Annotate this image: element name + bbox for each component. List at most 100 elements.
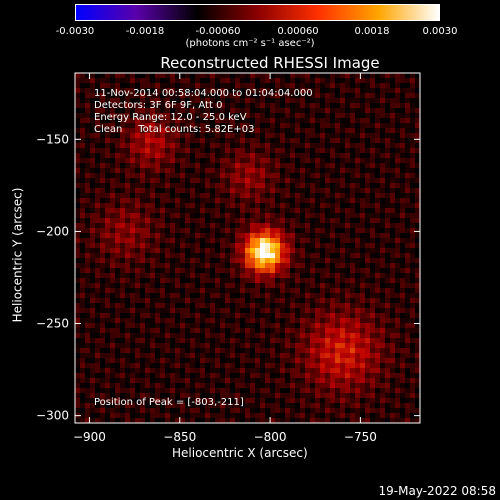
heatmap-cell	[110, 253, 115, 258]
heatmap-cell	[125, 83, 130, 88]
heatmap-cell	[170, 413, 175, 418]
heatmap-cell	[230, 188, 235, 193]
heatmap-cell	[335, 308, 340, 313]
heatmap-cell	[210, 348, 215, 353]
heatmap-cell	[140, 253, 145, 258]
heatmap-cell	[345, 243, 350, 248]
heatmap-cell	[360, 248, 365, 253]
heatmap-cell	[125, 273, 130, 278]
heatmap-cell	[320, 283, 325, 288]
heatmap-cell	[380, 318, 385, 323]
heatmap-cell	[75, 403, 80, 408]
heatmap-cell	[355, 258, 360, 263]
heatmap-cell	[385, 228, 390, 233]
heatmap-cell	[200, 288, 205, 293]
heatmap-cell	[225, 83, 230, 88]
heatmap-cell	[145, 388, 150, 393]
heatmap-cell	[340, 123, 345, 128]
heatmap-cell	[385, 98, 390, 103]
heatmap-cell	[300, 323, 305, 328]
heatmap-cell	[260, 323, 265, 328]
heatmap-cell	[155, 123, 160, 128]
heatmap-cell	[115, 243, 120, 248]
heatmap-cell	[315, 203, 320, 208]
heatmap-cell	[90, 123, 95, 128]
heatmap-cell	[360, 383, 365, 388]
heatmap-cell	[265, 73, 270, 78]
heatmap-cell	[95, 388, 100, 393]
heatmap-cell	[80, 393, 85, 398]
heatmap-cell	[140, 148, 145, 153]
heatmap-cell	[305, 248, 310, 253]
heatmap-cell	[110, 98, 115, 103]
heatmap-cell	[140, 153, 145, 158]
heatmap-cell	[260, 173, 265, 178]
heatmap-cell	[330, 303, 335, 308]
heatmap-cell	[120, 298, 125, 303]
heatmap-cell	[100, 183, 105, 188]
heatmap-cell	[185, 128, 190, 133]
heatmap-cell	[95, 258, 100, 263]
heatmap-cell	[75, 373, 80, 378]
heatmap-cell	[240, 308, 245, 313]
heatmap-cell	[350, 373, 355, 378]
heatmap-cell	[385, 323, 390, 328]
heatmap-cell	[320, 133, 325, 138]
heatmap-cell	[360, 243, 365, 248]
heatmap-cell	[165, 83, 170, 88]
heatmap-cell	[100, 388, 105, 393]
heatmap-cell	[75, 213, 80, 218]
heatmap-cell	[150, 303, 155, 308]
heatmap-cell	[225, 88, 230, 93]
heatmap-cell	[130, 348, 135, 353]
heatmap-cell	[165, 198, 170, 203]
heatmap-cell	[300, 338, 305, 343]
heatmap-cell	[180, 118, 185, 123]
heatmap-cell	[135, 358, 140, 363]
heatmap-cell	[415, 368, 420, 373]
heatmap-cell	[365, 103, 370, 108]
heatmap-cell	[245, 98, 250, 103]
heatmap-cell	[75, 133, 80, 138]
heatmap-cell	[155, 188, 160, 193]
heatmap-cell	[165, 233, 170, 238]
heatmap-cell	[135, 378, 140, 383]
heatmap-cell	[80, 293, 85, 298]
heatmap-cell	[300, 73, 305, 78]
heatmap-cell	[305, 273, 310, 278]
heatmap-cell	[95, 398, 100, 403]
heatmap-cell	[295, 213, 300, 218]
heatmap-cell	[390, 248, 395, 253]
heatmap-cell	[310, 253, 315, 258]
heatmap-cell	[190, 83, 195, 88]
heatmap-cell	[400, 293, 405, 298]
heatmap-cell	[375, 88, 380, 93]
heatmap-cell	[190, 123, 195, 128]
heatmap-cell	[360, 208, 365, 213]
heatmap-cell	[140, 208, 145, 213]
heatmap-cell	[120, 303, 125, 308]
heatmap-cell	[365, 78, 370, 83]
heatmap-cell	[415, 73, 420, 78]
heatmap-cell	[250, 238, 255, 243]
heatmap-cell	[340, 323, 345, 328]
heatmap-cell	[225, 118, 230, 123]
heatmap-cell	[85, 413, 90, 418]
heatmap-cell	[355, 418, 360, 423]
heatmap-cell	[345, 398, 350, 403]
heatmap-cell	[415, 398, 420, 403]
heatmap-cell	[205, 123, 210, 128]
heatmap-cell	[95, 368, 100, 373]
heatmap-cell	[380, 248, 385, 253]
heatmap-cell	[105, 268, 110, 273]
heatmap-cell	[310, 123, 315, 128]
heatmap-cell	[370, 243, 375, 248]
heatmap-cell	[230, 418, 235, 423]
heatmap-cell	[335, 383, 340, 388]
heatmap-cell	[190, 418, 195, 423]
heatmap-cell	[140, 283, 145, 288]
heatmap-cell	[110, 198, 115, 203]
heatmap-cell	[335, 268, 340, 273]
heatmap-cell	[95, 253, 100, 258]
heatmap-cell	[135, 208, 140, 213]
